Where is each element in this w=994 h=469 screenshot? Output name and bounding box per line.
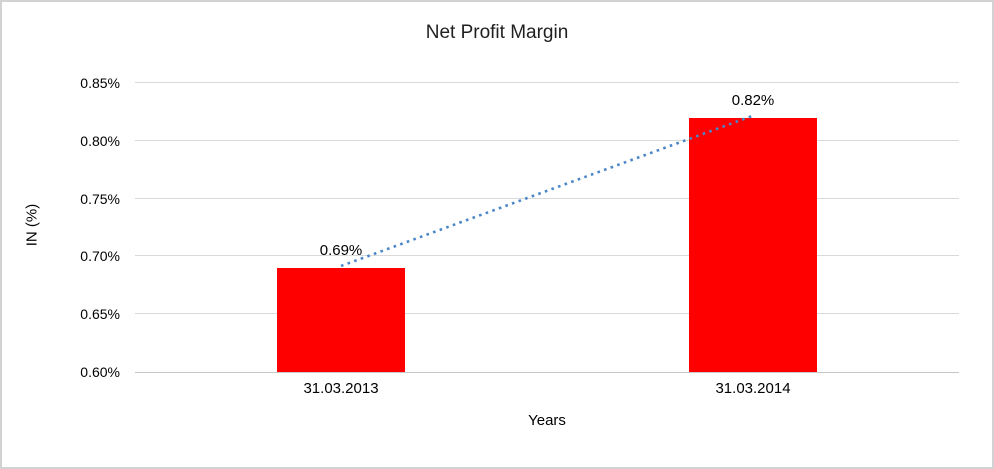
chart-title: Net Profit Margin	[425, 22, 569, 43]
y-tick-label: 0.60%	[80, 364, 120, 380]
gridline	[135, 139, 959, 141]
y-tick-label: 0.85%	[80, 75, 120, 91]
y-tick-label: 0.75%	[80, 190, 120, 207]
bar-31.03.2013	[277, 267, 405, 372]
x-tick-label: 31.03.2013	[303, 380, 379, 397]
y-tick-label: 0.70%	[80, 248, 120, 265]
gridline	[135, 82, 959, 83]
plot-area: 0.69% 0.82%	[135, 82, 959, 373]
gridline	[135, 313, 959, 315]
y-axis-title: IN (%)	[23, 203, 41, 247]
x-tick-label: 31.03.2014	[715, 380, 791, 397]
x-axis-line	[135, 372, 959, 373]
gridline	[135, 255, 959, 257]
x-axis-title: Years	[528, 412, 566, 429]
y-tick-label: 0.80%	[80, 132, 120, 149]
gridline	[135, 197, 959, 199]
data-label: 0.69%	[319, 241, 363, 259]
data-label: 0.82%	[731, 91, 775, 109]
trendline	[340, 114, 754, 268]
y-tick-label: 0.65%	[80, 306, 120, 323]
bar-31.03.2014	[689, 117, 817, 372]
